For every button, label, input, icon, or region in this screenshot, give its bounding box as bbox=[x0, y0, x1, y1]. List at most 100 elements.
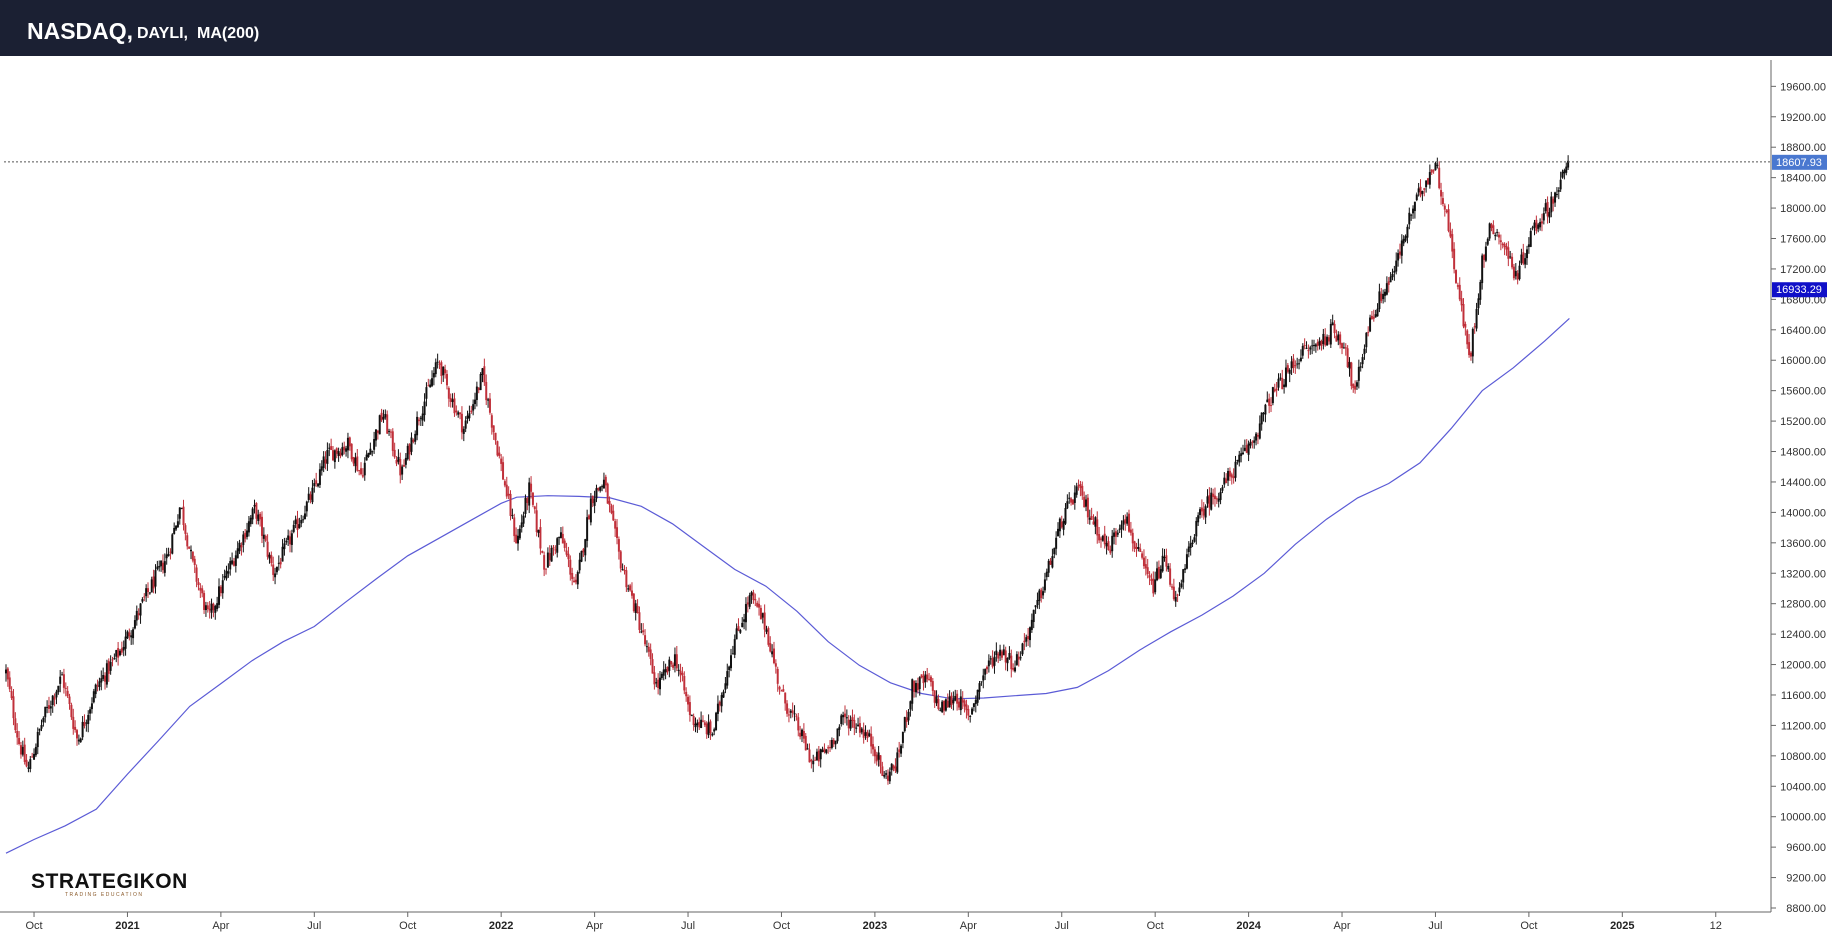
candle bbox=[1133, 540, 1136, 553]
price-axis-label: 18000.00 bbox=[1780, 203, 1826, 215]
candle bbox=[89, 706, 92, 721]
time-axis-label: Apr bbox=[960, 920, 977, 932]
candle bbox=[232, 557, 235, 567]
candle bbox=[1505, 242, 1508, 256]
candle bbox=[440, 360, 443, 385]
candle bbox=[1438, 161, 1441, 190]
candle bbox=[1128, 509, 1131, 533]
candle bbox=[274, 567, 277, 585]
candle bbox=[546, 547, 549, 568]
candle bbox=[496, 440, 499, 457]
candle bbox=[806, 743, 809, 750]
candle bbox=[31, 752, 34, 758]
candle bbox=[533, 505, 536, 514]
candle bbox=[229, 557, 232, 576]
candle bbox=[778, 685, 781, 695]
time-axis[interactable]: Oct 2021 Apr Jul Oct 2022 Apr Jul Oct 2023 Apr Jul O… bbox=[25, 912, 1722, 932]
candle bbox=[303, 505, 306, 520]
candle bbox=[991, 650, 994, 669]
candle bbox=[1314, 343, 1317, 353]
candle bbox=[857, 717, 860, 727]
candle bbox=[236, 541, 239, 559]
candle bbox=[845, 709, 848, 726]
candle bbox=[709, 719, 712, 740]
candle bbox=[1350, 361, 1353, 390]
candle bbox=[477, 386, 480, 394]
candle bbox=[498, 446, 501, 459]
candle bbox=[645, 640, 648, 653]
candle bbox=[412, 438, 415, 444]
price-axis[interactable]: 8800.00 9200.00 9600.00 10000.00 10400.00 108… bbox=[1771, 81, 1826, 915]
candle bbox=[1526, 245, 1529, 265]
candle bbox=[724, 676, 727, 694]
candle bbox=[1271, 386, 1274, 406]
candle bbox=[1473, 323, 1476, 334]
candle bbox=[1524, 253, 1527, 269]
candle bbox=[1483, 253, 1486, 268]
candle bbox=[1327, 334, 1330, 345]
candle bbox=[774, 659, 777, 674]
candle bbox=[703, 720, 706, 728]
candle bbox=[1337, 331, 1340, 346]
candle bbox=[1165, 548, 1168, 572]
candle bbox=[1047, 558, 1050, 578]
candle bbox=[957, 698, 960, 711]
candle bbox=[782, 684, 785, 692]
candle bbox=[169, 548, 172, 560]
candle bbox=[1389, 272, 1392, 283]
candle bbox=[460, 406, 463, 440]
candle bbox=[825, 748, 828, 755]
candle bbox=[632, 593, 635, 613]
candle bbox=[1341, 342, 1344, 355]
candle bbox=[96, 679, 99, 692]
candle bbox=[965, 699, 968, 719]
logo-name: STRATEGIKON bbox=[31, 870, 188, 893]
candle bbox=[1507, 241, 1510, 267]
candle bbox=[455, 405, 458, 416]
candle bbox=[1398, 243, 1401, 259]
candle bbox=[556, 537, 559, 558]
candle bbox=[1019, 651, 1022, 661]
candle bbox=[840, 713, 843, 727]
candle bbox=[1030, 613, 1033, 633]
candle bbox=[399, 452, 402, 484]
candle bbox=[967, 705, 970, 721]
candle bbox=[1357, 359, 1360, 389]
candle bbox=[1535, 215, 1538, 234]
candle bbox=[238, 539, 241, 554]
candle bbox=[208, 600, 211, 619]
candle bbox=[754, 593, 757, 607]
candle bbox=[931, 677, 934, 697]
candle bbox=[1539, 218, 1542, 231]
candle bbox=[787, 708, 790, 723]
candle bbox=[475, 381, 478, 407]
candle bbox=[552, 544, 555, 556]
candle bbox=[44, 706, 47, 723]
candle bbox=[864, 725, 867, 740]
candle bbox=[1402, 235, 1405, 247]
candle bbox=[1451, 228, 1454, 259]
candle bbox=[1567, 155, 1570, 171]
candle bbox=[1441, 191, 1444, 207]
candle bbox=[404, 453, 407, 469]
time-axis-label: 2024 bbox=[1236, 920, 1261, 932]
candle bbox=[526, 496, 529, 511]
candle bbox=[916, 677, 919, 694]
candle bbox=[1561, 169, 1564, 179]
candle bbox=[1075, 482, 1078, 498]
candle bbox=[47, 696, 50, 714]
price-chart[interactable]: 8800.00 9200.00 9600.00 10000.00 10400.00 108… bbox=[0, 56, 1832, 937]
candle bbox=[1419, 179, 1422, 198]
candle bbox=[1178, 582, 1181, 596]
candle bbox=[414, 430, 417, 445]
candle bbox=[890, 763, 893, 776]
candle bbox=[606, 482, 609, 504]
candle bbox=[1359, 362, 1362, 372]
candle bbox=[1339, 331, 1342, 349]
candle bbox=[339, 448, 342, 459]
candle bbox=[1172, 578, 1175, 601]
candle bbox=[789, 709, 792, 719]
candle bbox=[655, 677, 658, 688]
candle bbox=[1266, 391, 1269, 403]
candle bbox=[574, 574, 577, 585]
